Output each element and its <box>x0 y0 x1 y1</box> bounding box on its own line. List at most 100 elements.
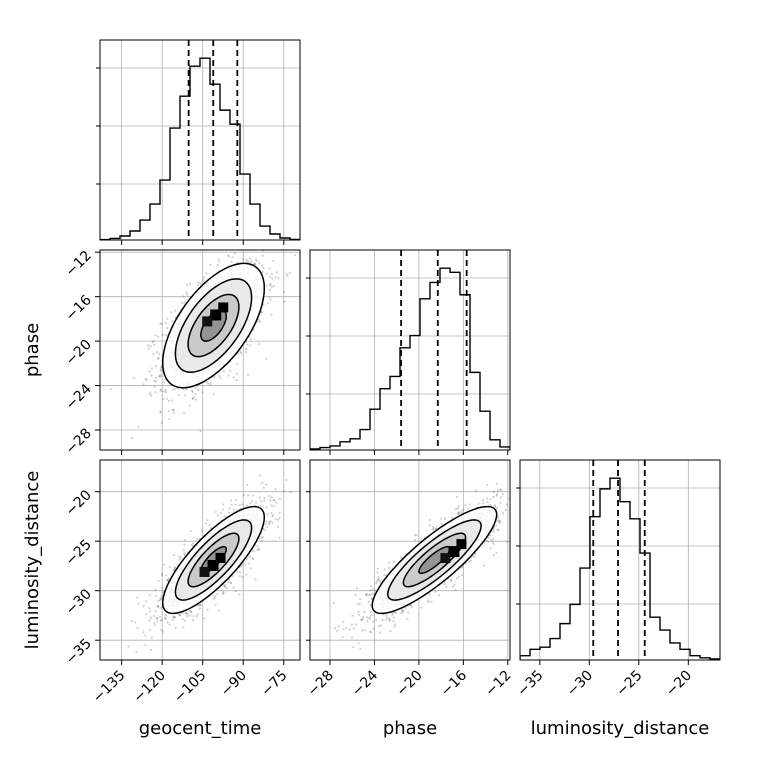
sample-point <box>130 619 134 623</box>
sample-point <box>457 505 460 508</box>
sample-point <box>350 623 353 626</box>
sample-point <box>391 613 394 617</box>
sample-point <box>241 503 244 506</box>
sample-point <box>535 480 537 482</box>
sample-point <box>172 615 175 618</box>
sample-point <box>275 501 278 504</box>
density-peak <box>218 302 229 313</box>
sample-point <box>304 446 306 448</box>
sample-point <box>182 295 185 298</box>
sample-point <box>247 373 250 376</box>
sample-point <box>420 606 423 609</box>
sample-point <box>157 605 160 608</box>
sample-point <box>171 619 174 622</box>
sample-point <box>222 592 225 595</box>
sample-point <box>272 505 275 508</box>
sample-point <box>144 600 148 603</box>
sample-point <box>218 260 221 263</box>
sample-point <box>229 582 233 585</box>
sample-point <box>513 520 515 522</box>
sample-point <box>282 290 286 294</box>
sample-point <box>283 300 286 303</box>
sample-point <box>248 555 251 558</box>
sample-point <box>485 539 488 542</box>
sample-point <box>192 615 195 618</box>
sample-point <box>232 376 235 379</box>
sample-point <box>254 578 257 581</box>
sample-point <box>489 498 492 501</box>
sample-point <box>260 536 263 539</box>
sample-point <box>217 609 220 612</box>
sample-point <box>171 388 174 391</box>
sample-point <box>223 515 226 518</box>
sample-point <box>472 555 475 558</box>
sample-point <box>251 557 254 560</box>
sample-point <box>159 388 163 391</box>
sample-point <box>160 375 163 378</box>
sample-point <box>183 554 186 557</box>
sample-point <box>142 631 145 634</box>
sample-point <box>199 282 202 285</box>
sample-point <box>258 343 261 346</box>
contour-line <box>187 532 240 588</box>
sample-point <box>272 499 275 502</box>
sample-point <box>270 285 274 288</box>
sample-point <box>238 593 241 596</box>
sample-point <box>381 618 384 621</box>
sample-point <box>149 345 152 348</box>
sample-point <box>196 604 199 608</box>
sample-point <box>188 404 191 407</box>
sample-point <box>265 520 268 523</box>
sample-point <box>270 272 274 276</box>
sample-point <box>202 276 206 279</box>
sample-point <box>352 627 355 630</box>
panel-frame <box>99 249 301 451</box>
density-peak <box>210 309 222 321</box>
sample-point <box>253 262 256 265</box>
sample-point <box>196 613 199 616</box>
sample-point <box>167 577 171 580</box>
sample-point <box>177 393 180 397</box>
sample-point <box>498 519 501 523</box>
sample-point <box>171 399 174 402</box>
sample-point <box>144 644 147 647</box>
sample-point <box>483 564 486 567</box>
contour-line <box>187 293 240 358</box>
sample-point <box>160 366 163 369</box>
sample-point <box>199 603 202 607</box>
sample-point <box>167 409 170 413</box>
sample-point <box>209 383 212 386</box>
sample-point <box>206 382 210 385</box>
sample-point <box>149 648 153 651</box>
sample-point <box>496 528 499 531</box>
x-tick-label: −75 <box>258 668 290 700</box>
sample-point <box>491 541 494 544</box>
sample-point <box>152 343 156 346</box>
sample-point <box>248 344 252 347</box>
sample-point <box>486 500 489 504</box>
y-tick-label: −20 <box>63 487 95 519</box>
sample-point <box>246 558 249 561</box>
sample-point <box>277 277 280 280</box>
x-tick-label: −135 <box>90 668 129 707</box>
sample-point <box>469 559 473 562</box>
sample-point <box>168 417 171 420</box>
sample-point <box>150 636 153 639</box>
contour-line <box>161 262 266 389</box>
sample-point <box>166 578 169 581</box>
sample-point <box>362 616 365 619</box>
sample-point <box>218 375 221 378</box>
sample-point <box>166 579 169 582</box>
sample-point <box>251 234 253 236</box>
sample-point <box>269 520 272 523</box>
sample-point <box>198 603 201 607</box>
sample-point <box>245 504 248 507</box>
sample-point <box>172 568 175 571</box>
sample-point <box>219 511 223 514</box>
sample-point <box>229 581 232 584</box>
sample-point <box>183 552 186 555</box>
sample-point <box>165 326 169 330</box>
sample-point <box>361 618 364 621</box>
sample-point <box>401 610 404 613</box>
